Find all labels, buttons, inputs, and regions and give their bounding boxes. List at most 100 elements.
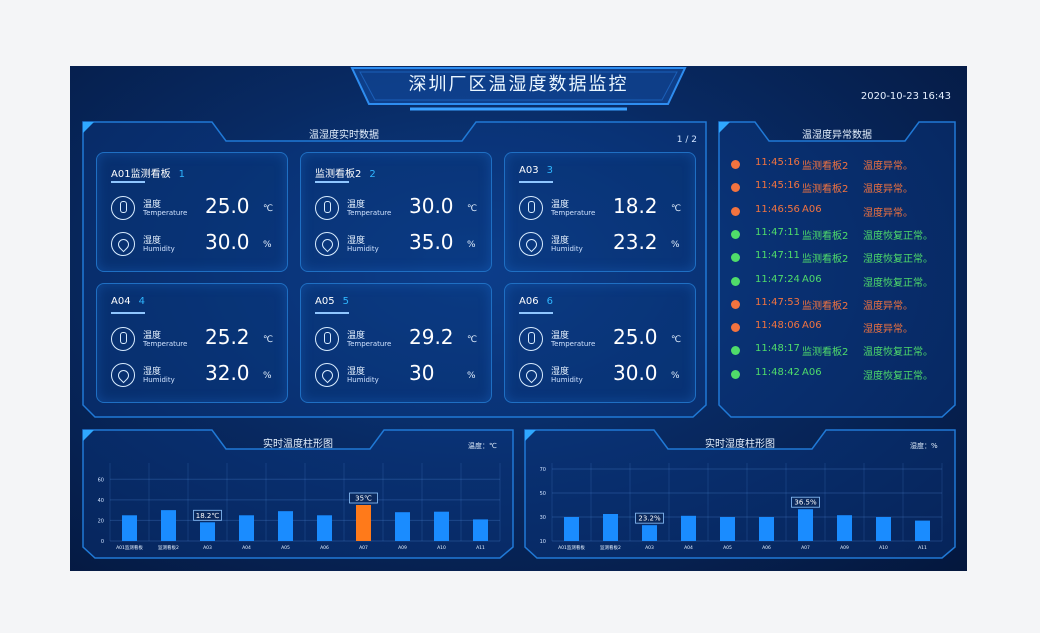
data-label: 35℃ <box>355 495 372 503</box>
realtime-panel-frame <box>82 121 707 418</box>
thermometer-icon <box>111 327 135 351</box>
x-tick-label: A07 <box>359 545 368 551</box>
temperature-row: 温度 Temperature 18.2 ℃ <box>519 194 687 222</box>
alert-time: 11:47:11 <box>755 250 800 262</box>
temperature-label-en: Temperature <box>347 340 392 348</box>
data-label: 18.2℃ <box>196 512 220 520</box>
humidity-label-en: Humidity <box>143 376 175 384</box>
alert-message: 湿度异常。 <box>863 207 913 219</box>
alert-time: 11:45:16 <box>755 157 800 168</box>
realtime-panel-title: 温湿度实时数据 <box>309 130 379 141</box>
thermometer-icon <box>519 196 543 220</box>
temperature-bar-chart: 0 20 40 60 A01监测看板 监测看板2 A03 A04 A05 A06 A07 A09 A10… <box>98 463 501 551</box>
alert-time: 11:47:24 <box>755 273 800 285</box>
x-tick-label: A04 <box>684 545 693 551</box>
data-label-box <box>635 512 664 524</box>
temperature-unit: ℃ <box>467 335 478 345</box>
alert-device: 监测看板2 <box>802 161 849 172</box>
card-title: 监测看板2 2 <box>315 165 376 180</box>
status-dot-icon <box>731 229 740 239</box>
sensor-card[interactable]: A05 5 温度 Temperature 29.2 ℃ 湿度 Humidity 30% <box>300 283 492 403</box>
humidity-row: 湿度 Humidity 30% <box>315 361 483 389</box>
humidity-row: 湿度 Humidity 23.2% <box>519 230 687 258</box>
humidity-unit: % <box>263 371 272 381</box>
temperature-label: 温度 <box>551 200 570 210</box>
alert-item[interactable]: 11:45:16 监测看板2 温度异常。 <box>731 157 951 175</box>
bar <box>642 525 657 541</box>
humidity-chart-panel: 实时湿度柱形图 湿度：% 10 30 50 70 A01监测看板 监测看板2 A03 A04 A… <box>524 429 956 559</box>
alert-time: 11:46:56 <box>755 203 800 215</box>
alert-item[interactable]: 11:45:16 监测看板2 温度异常。 <box>731 180 951 198</box>
card-title-underline <box>111 312 145 314</box>
alert-item[interactable]: 11:47:24 A06 湿度恢复正常。 <box>731 274 951 292</box>
x-tick-label: A03 <box>203 545 212 551</box>
alert-item[interactable]: 11:47:11 监测看板2 温度恢复正常。 <box>731 227 951 245</box>
data-label: 36.5% <box>794 499 817 507</box>
humidity-label-en: Humidity <box>551 245 583 253</box>
card-number: 3 <box>546 165 553 176</box>
temperature-label-en: Temperature <box>551 209 596 217</box>
y-tick-label: 30 <box>540 515 546 521</box>
humidity-unit: % <box>263 240 272 250</box>
humidity-row: 湿度 Humidity 30.0% <box>111 230 279 258</box>
temperature-value: 18.2 <box>613 194 658 218</box>
sensor-card[interactable]: 监测看板2 2 温度 Temperature 30.0 ℃ 湿度 Humidity 35.0% <box>300 152 492 272</box>
bar <box>837 515 852 541</box>
status-dot-icon <box>731 206 740 216</box>
card-title-underline <box>315 312 349 314</box>
x-tick-label: A10 <box>437 545 446 551</box>
humidity-drop-icon <box>519 363 543 387</box>
datetime-display: 2020-10-23 16:43 <box>860 91 951 102</box>
alert-item[interactable]: 11:48:06 A06 湿度异常。 <box>731 320 951 338</box>
alert-item[interactable]: 11:47:11 监测看板2 湿度恢复正常。 <box>731 250 951 268</box>
alert-message: 温度恢复正常。 <box>863 230 933 242</box>
sensor-card[interactable]: A01监测看板 1 温度 Temperature 25.0 ℃ 湿度 Humidity 30.0… <box>96 152 288 272</box>
sensor-card[interactable]: A04 4 温度 Temperature 25.2 ℃ 湿度 Humidity 32.0% <box>96 283 288 403</box>
page-indicator[interactable]: 1 / 2 <box>676 135 697 145</box>
alert-time: 11:48:06 <box>755 320 800 332</box>
humidity-value: 32.0 <box>205 361 250 385</box>
status-dot-icon <box>731 183 740 193</box>
y-tick-label: 10 <box>540 539 546 545</box>
alert-device: A06 <box>802 320 822 332</box>
alert-time: 11:47:53 <box>755 296 800 308</box>
x-tick-label: A07 <box>801 545 810 551</box>
x-tick-label: A10 <box>879 545 888 551</box>
alert-message: 湿度恢复正常。 <box>863 277 933 289</box>
card-title-underline <box>111 181 145 183</box>
bar <box>798 509 813 541</box>
status-dot-icon <box>731 346 740 356</box>
bar <box>473 519 488 541</box>
sensor-card[interactable]: A06 6 温度 Temperature 25.0 ℃ 湿度 Humidity 30.0% <box>504 283 696 403</box>
humidity-drop-icon <box>315 232 339 256</box>
bar <box>915 520 930 541</box>
bar <box>681 515 696 541</box>
alert-item[interactable]: 11:48:42 A06 湿度恢复正常。 <box>731 367 951 385</box>
humidity-chart-title: 实时湿度柱形图 <box>705 439 775 450</box>
alert-item[interactable]: 11:47:53 监测看板2 温度异常。 <box>731 297 951 315</box>
humidity-bar-chart: 10 30 50 70 A01监测看板 监测看板2 A03 A04 A05 A06 A07 A09 A1… <box>540 463 943 551</box>
card-title: A03 3 <box>519 165 553 176</box>
alert-device: 监测看板2 <box>802 300 849 312</box>
humidity-label: 湿度 <box>551 236 570 246</box>
alert-message: 湿度恢复正常。 <box>863 254 933 266</box>
temperature-chart-title: 实时温度柱形图 <box>263 439 333 450</box>
temperature-label: 温度 <box>143 331 162 341</box>
sensor-card[interactable]: A03 3 温度 Temperature 18.2 ℃ 湿度 Humidity 23.2% <box>504 152 696 272</box>
realtime-data-panel: 温湿度实时数据 1 / 2 A01监测看板 1 温度 Temperature 25.0 ℃… <box>82 121 707 418</box>
card-device-name: 监测看板2 <box>315 169 362 180</box>
humidity-label: 湿度 <box>143 367 162 377</box>
card-title-underline <box>519 312 553 314</box>
x-tick-label: A06 <box>762 545 771 551</box>
card-device-name: A05 <box>315 296 335 307</box>
humidity-unit: % <box>671 240 680 250</box>
temperature-row: 温度 Temperature 30.0 ℃ <box>315 194 483 222</box>
card-number: 2 <box>369 169 376 180</box>
alert-item[interactable]: 11:48:17 监测看板2 温度恢复正常。 <box>731 343 951 361</box>
temperature-unit: ℃ <box>671 204 682 214</box>
alert-item[interactable]: 11:46:56 A06 湿度异常。 <box>731 204 951 222</box>
temperature-label: 温度 <box>143 200 162 210</box>
humidity-unit: % <box>671 371 680 381</box>
x-tick-label: A05 <box>723 545 732 551</box>
card-device-name: A06 <box>519 296 539 307</box>
